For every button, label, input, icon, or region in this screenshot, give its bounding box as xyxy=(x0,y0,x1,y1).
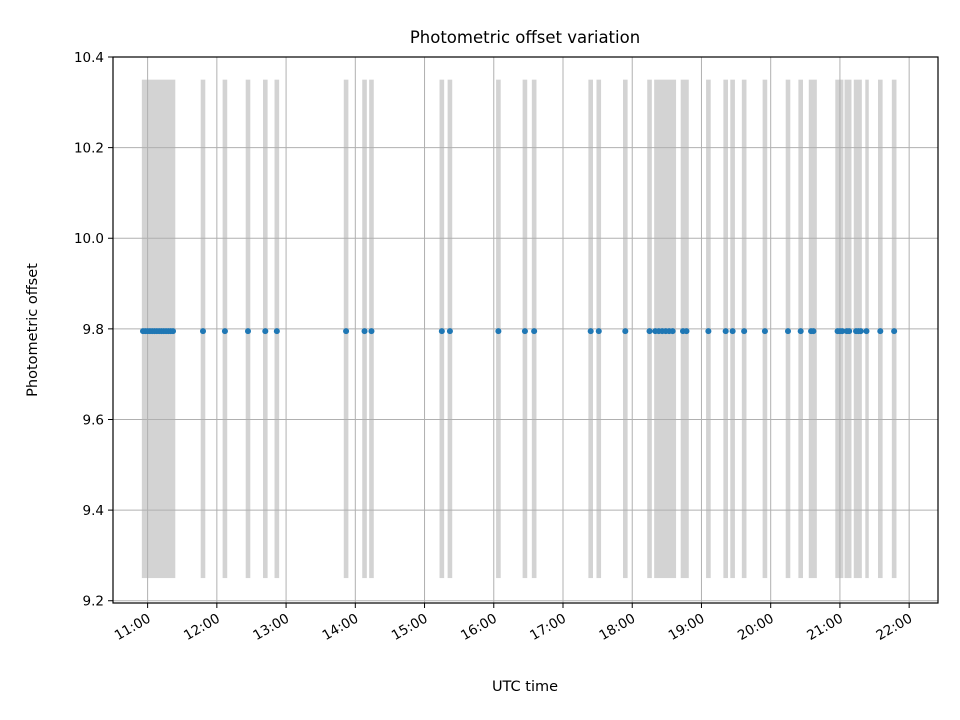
data-point-0-30 xyxy=(646,328,653,335)
data-point-0-57 xyxy=(877,328,884,335)
y-tick-label-4: 10.0 xyxy=(74,231,104,247)
y-tick-label-1: 9.4 xyxy=(83,503,104,519)
data-point-0-13 xyxy=(170,328,176,335)
data-point-0-22 xyxy=(438,328,445,335)
data-point-0-23 xyxy=(446,328,453,335)
chart-title: Photometric offset variation xyxy=(410,28,640,47)
data-point-0-36 xyxy=(669,328,676,335)
data-point-0-47 xyxy=(810,328,817,335)
data-point-0-28 xyxy=(595,328,602,335)
data-point-0-45 xyxy=(797,328,804,335)
data-point-0-14 xyxy=(200,328,206,335)
x-axis-label: UTC time xyxy=(492,679,558,695)
y-tick-label-6: 10.4 xyxy=(74,50,104,66)
data-point-0-41 xyxy=(729,328,736,335)
data-point-0-16 xyxy=(245,328,251,335)
data-point-0-15 xyxy=(221,328,228,335)
data-points xyxy=(140,328,898,335)
y-tick-label-2: 9.6 xyxy=(83,412,104,428)
y-axis: 9.2 9.4 9.6 9.8 10.0 10.2 10.4 xyxy=(74,50,113,610)
data-point-0-58 xyxy=(891,328,898,335)
data-point-0-25 xyxy=(521,328,528,335)
data-point-0-20 xyxy=(361,328,368,335)
data-point-0-39 xyxy=(705,328,712,335)
data-point-0-29 xyxy=(622,328,629,335)
data-point-0-38 xyxy=(683,328,690,335)
y-axis-label: Photometric offset xyxy=(25,263,41,397)
y-tick-label-0: 9.2 xyxy=(83,594,104,610)
data-point-0-44 xyxy=(785,328,791,335)
data-point-0-52 xyxy=(846,328,853,335)
data-point-0-24 xyxy=(495,328,502,335)
data-point-0-21 xyxy=(368,328,375,335)
data-point-0-50 xyxy=(839,328,846,335)
data-point-0-42 xyxy=(741,328,748,335)
data-point-0-18 xyxy=(273,328,280,335)
data-point-0-19 xyxy=(343,328,350,335)
data-point-0-40 xyxy=(722,328,729,335)
data-point-0-56 xyxy=(863,328,870,335)
y-tick-label-3: 9.8 xyxy=(83,322,104,338)
data-point-0-27 xyxy=(587,328,594,335)
plot-frame xyxy=(112,56,939,604)
data-point-0-55 xyxy=(857,328,864,335)
data-point-0-26 xyxy=(531,328,538,335)
y-tick-label-5: 10.2 xyxy=(74,141,104,157)
data-point-0-17 xyxy=(262,328,269,335)
data-point-0-43 xyxy=(761,328,768,335)
